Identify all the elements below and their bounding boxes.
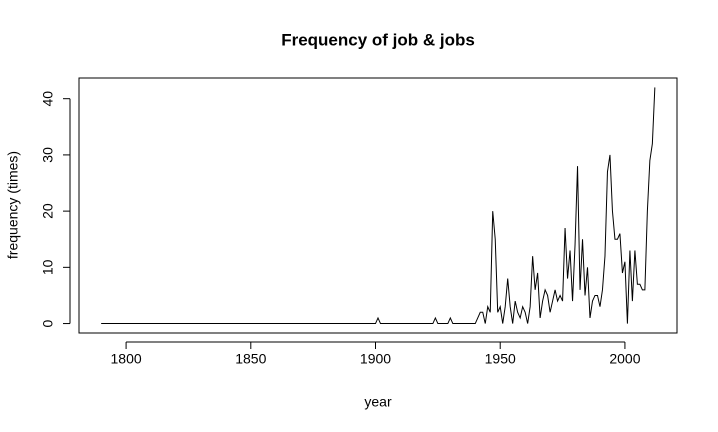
y-tick-label: 0 (40, 319, 56, 327)
y-tick-label: 40 (40, 91, 56, 107)
data-line (101, 87, 656, 325)
y-tick-label: 20 (40, 203, 56, 219)
x-tick-label: 1950 (485, 351, 516, 367)
y-tick-label: 30 (40, 147, 56, 163)
x-axis-label: year (364, 394, 392, 410)
plot-box (78, 77, 678, 334)
x-tick-label: 1900 (360, 351, 391, 367)
y-tick-label: 10 (40, 259, 56, 275)
x-tick-label: 1850 (235, 351, 266, 367)
chart-title: Frequency of job & jobs (281, 30, 475, 49)
x-tick-label: 2000 (609, 351, 640, 367)
x-tick-label: 1800 (111, 351, 142, 367)
y-axis-label: frequency (times) (5, 151, 21, 259)
